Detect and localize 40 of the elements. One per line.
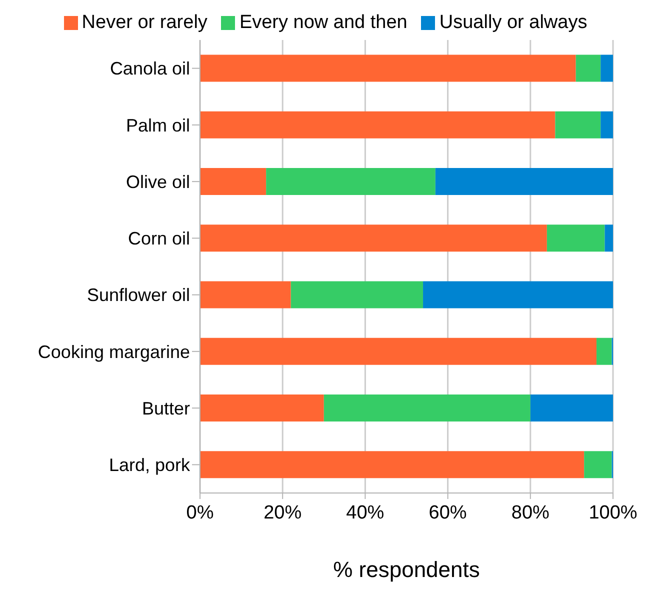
y-tick-label: Corn oil (128, 228, 190, 249)
bar (596, 338, 612, 365)
bar (604, 224, 613, 252)
legend-label: Every now and then (239, 12, 408, 34)
x-tick-label: 60% (428, 502, 467, 524)
y-tick-label: Lard, pork (108, 455, 191, 476)
y-tick-label: Canola oil (110, 58, 190, 79)
bar (200, 54, 576, 82)
bar (423, 281, 613, 308)
bar (435, 168, 613, 195)
bar (530, 394, 613, 422)
bar (200, 111, 556, 138)
bar (290, 281, 424, 308)
x-axis-title: % respondents (333, 557, 480, 582)
bar (200, 168, 266, 195)
bar (324, 394, 530, 422)
bar (200, 281, 291, 308)
bar (200, 394, 324, 422)
bar (200, 451, 584, 478)
x-tick-label: 20% (264, 502, 302, 524)
x-tick-label: 100% (588, 502, 638, 524)
legend-label: Never or rarely (82, 12, 208, 34)
y-tick-label: Cooking margarine (38, 342, 190, 362)
bar (266, 168, 436, 195)
y-tick-label: Palm oil (126, 115, 190, 136)
bar (584, 451, 612, 478)
x-tick-label: 0% (186, 502, 214, 524)
legend-label: Usually or always (439, 12, 588, 34)
bar (546, 224, 605, 252)
bar (600, 111, 613, 138)
bar (555, 111, 601, 138)
x-tick-label: 40% (346, 502, 384, 524)
bar (576, 54, 601, 82)
bar (200, 224, 547, 252)
y-tick-label: Sunflower oil (86, 285, 190, 306)
x-tick-label: 80% (511, 502, 550, 524)
y-tick-label: Olive oil (126, 172, 190, 192)
bar (200, 338, 596, 365)
bar (600, 54, 613, 82)
y-tick-label: Butter (142, 398, 190, 418)
